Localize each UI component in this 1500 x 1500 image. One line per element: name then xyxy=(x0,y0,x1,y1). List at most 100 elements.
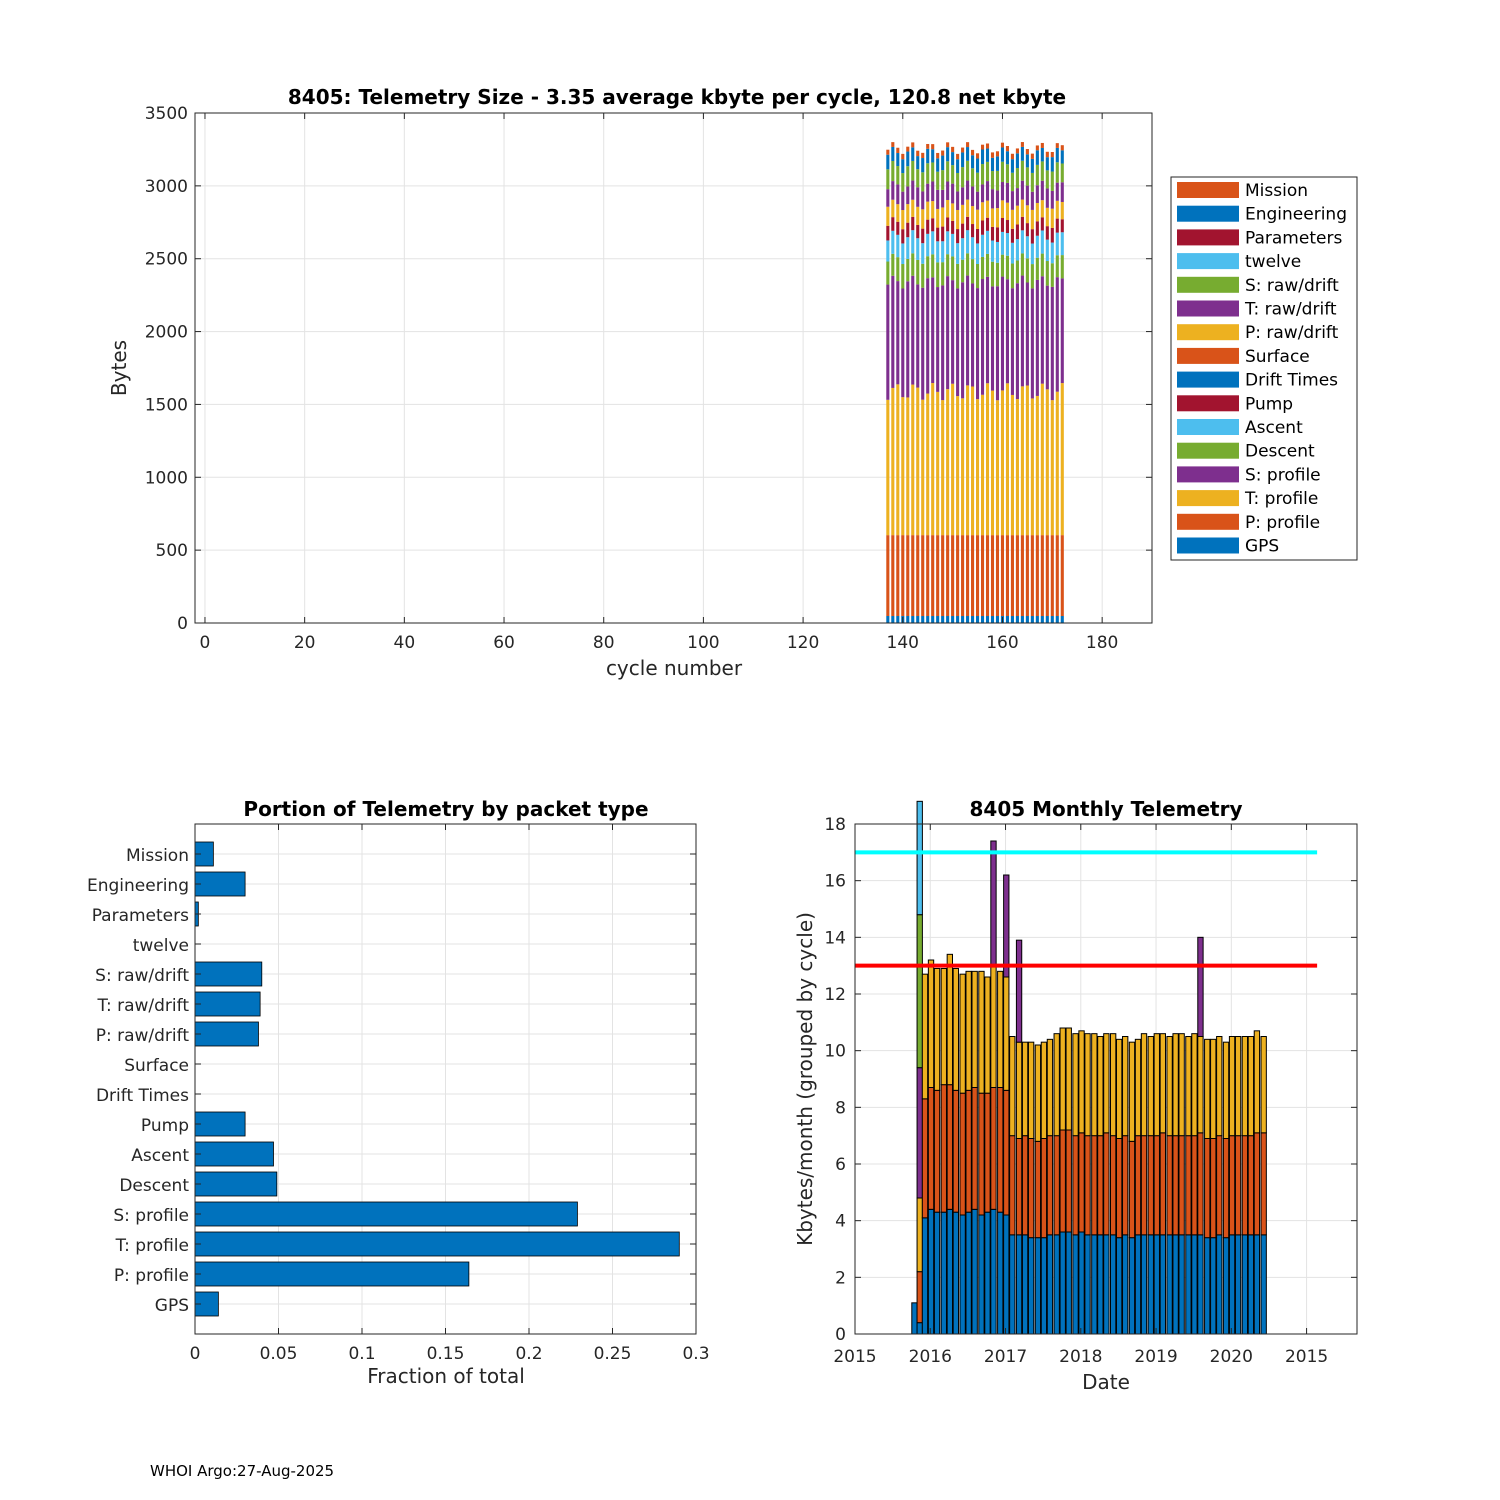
br-bar-segment xyxy=(927,1087,935,1210)
top-bar-segment xyxy=(980,256,985,280)
top-bar-segment xyxy=(1015,239,1019,261)
top-bar-segment xyxy=(1050,227,1054,243)
top-bar-segment xyxy=(901,159,905,174)
top-bar-segment xyxy=(995,208,1000,228)
top-bar-segment xyxy=(951,233,955,257)
br-bar-segment xyxy=(1228,1135,1236,1236)
br-bar-segment xyxy=(1034,1237,1042,1335)
top-bar-segment xyxy=(971,259,975,284)
top-bar-segment xyxy=(1055,535,1059,617)
top-bar-segment xyxy=(951,535,955,617)
top-bar-segment xyxy=(1000,535,1005,617)
top-bar-segment xyxy=(941,616,945,623)
bl-x-tick-label: 0.2 xyxy=(515,1344,542,1364)
br-bar-segment xyxy=(959,1214,966,1335)
top-bar-segment xyxy=(1050,190,1054,209)
top-bar-segment xyxy=(956,159,960,173)
top-bar-segment xyxy=(1020,253,1024,276)
top-bar-segment xyxy=(1000,231,1005,255)
top-bar-segment xyxy=(1045,188,1049,208)
top-bar-segment xyxy=(1030,209,1034,230)
top-bar-segment xyxy=(1030,616,1034,623)
top-bar-segment xyxy=(886,535,890,617)
footer-credit: WHOI Argo:27-Aug-2025 xyxy=(150,1462,334,1480)
top-bar-segment xyxy=(990,152,995,158)
bl-category-label: GPS xyxy=(155,1296,189,1316)
top-bar-segment xyxy=(946,254,950,277)
br-bar-segment xyxy=(1078,1030,1085,1134)
top-bar-segment xyxy=(990,286,995,391)
top-bar-segment xyxy=(971,283,975,387)
top-bar-segment xyxy=(1045,226,1049,240)
top-bar-segment xyxy=(1030,229,1034,244)
br-bar-segment xyxy=(1034,1044,1042,1142)
br-bar-segment xyxy=(916,800,923,916)
top-x-tick-label: 160 xyxy=(986,633,1018,653)
top-bar-segment xyxy=(980,149,985,165)
top-bar-segment xyxy=(995,616,1000,623)
top-bar-segment xyxy=(1025,385,1029,536)
br-bar-segment xyxy=(916,1067,923,1199)
top-bar-segment xyxy=(936,287,940,392)
top-bar-segment xyxy=(906,186,910,205)
top-bar-segment xyxy=(976,243,980,264)
top-bar-segment xyxy=(980,164,985,185)
top-bar-segment xyxy=(1030,153,1034,159)
top-bar-segment xyxy=(941,155,945,171)
br-bar-segment xyxy=(1015,1234,1023,1335)
top-ticks: 0 20 40 60 80 100 120 140 160 180 0 500 1000 1500 2000… xyxy=(145,104,1152,653)
br-bar-segment xyxy=(1009,1036,1016,1137)
top-bar-segment xyxy=(1005,146,1009,152)
top-bar-segment xyxy=(1005,202,1009,221)
br-y-tick-label: 16 xyxy=(824,872,846,892)
br-bar-segment xyxy=(1247,1234,1255,1335)
br-bar-segment xyxy=(1260,1132,1267,1236)
top-bar-segment xyxy=(1020,230,1024,254)
br-bar-segment xyxy=(1159,1132,1166,1236)
br-bar-segment xyxy=(921,1217,929,1335)
top-bar-segment xyxy=(1040,253,1044,277)
top-bar-segment xyxy=(1035,164,1039,186)
br-bar-segment xyxy=(1166,1234,1173,1335)
br-bar-segment xyxy=(1065,1231,1072,1335)
top-bar-segment xyxy=(911,275,915,385)
br-bar-segment xyxy=(1210,1138,1217,1239)
top-bar-segment xyxy=(956,288,960,397)
top-bar-segment xyxy=(961,147,965,153)
legend-entry: T: raw/drift xyxy=(1244,300,1337,320)
br-bar-segment xyxy=(1097,1036,1104,1137)
br-bar-segment xyxy=(1128,1041,1136,1142)
top-bar-segment xyxy=(896,166,900,185)
legend-entry: Parameters xyxy=(1245,228,1342,248)
bl-x-tick-label: 0.1 xyxy=(348,1344,375,1364)
top-bar-segment xyxy=(891,275,895,388)
top-bar-segment xyxy=(980,234,985,257)
bl-category-label: P: profile xyxy=(114,1266,189,1286)
top-bar-segment xyxy=(901,173,905,192)
top-bar-segment xyxy=(921,616,925,623)
br-ticks: 2015 2016 2017 2018 2019 2020 2015024681012141… xyxy=(824,815,1357,1367)
top-bar-segment xyxy=(1030,398,1034,536)
bl-category-label: Parameters xyxy=(92,906,189,926)
top-bar-segment xyxy=(1040,161,1044,181)
top-bar-segment xyxy=(1005,535,1009,617)
top-bar-segment xyxy=(1005,220,1009,234)
top-bar-segment xyxy=(1010,209,1014,229)
top-bar-segment xyxy=(1055,162,1059,183)
top-bar-segment xyxy=(976,288,980,400)
top-bar-segment xyxy=(1020,180,1024,200)
top-bar-segment xyxy=(990,189,995,209)
br-bar-segment xyxy=(1116,1138,1123,1239)
br-bar-segment xyxy=(1103,1132,1110,1236)
top-bar-segment xyxy=(971,237,975,260)
top-bar-segment xyxy=(896,153,900,167)
br-bar-segment xyxy=(1072,1234,1079,1335)
top-bar-segment xyxy=(1025,154,1029,168)
br-bar-segment xyxy=(1185,1234,1192,1335)
top-bar-segment xyxy=(961,616,965,623)
top-bar-segment xyxy=(926,163,930,184)
top-bar-segment xyxy=(1010,228,1014,243)
br-y-tick-label: 10 xyxy=(824,1042,846,1062)
top-bar-segment xyxy=(966,160,970,181)
